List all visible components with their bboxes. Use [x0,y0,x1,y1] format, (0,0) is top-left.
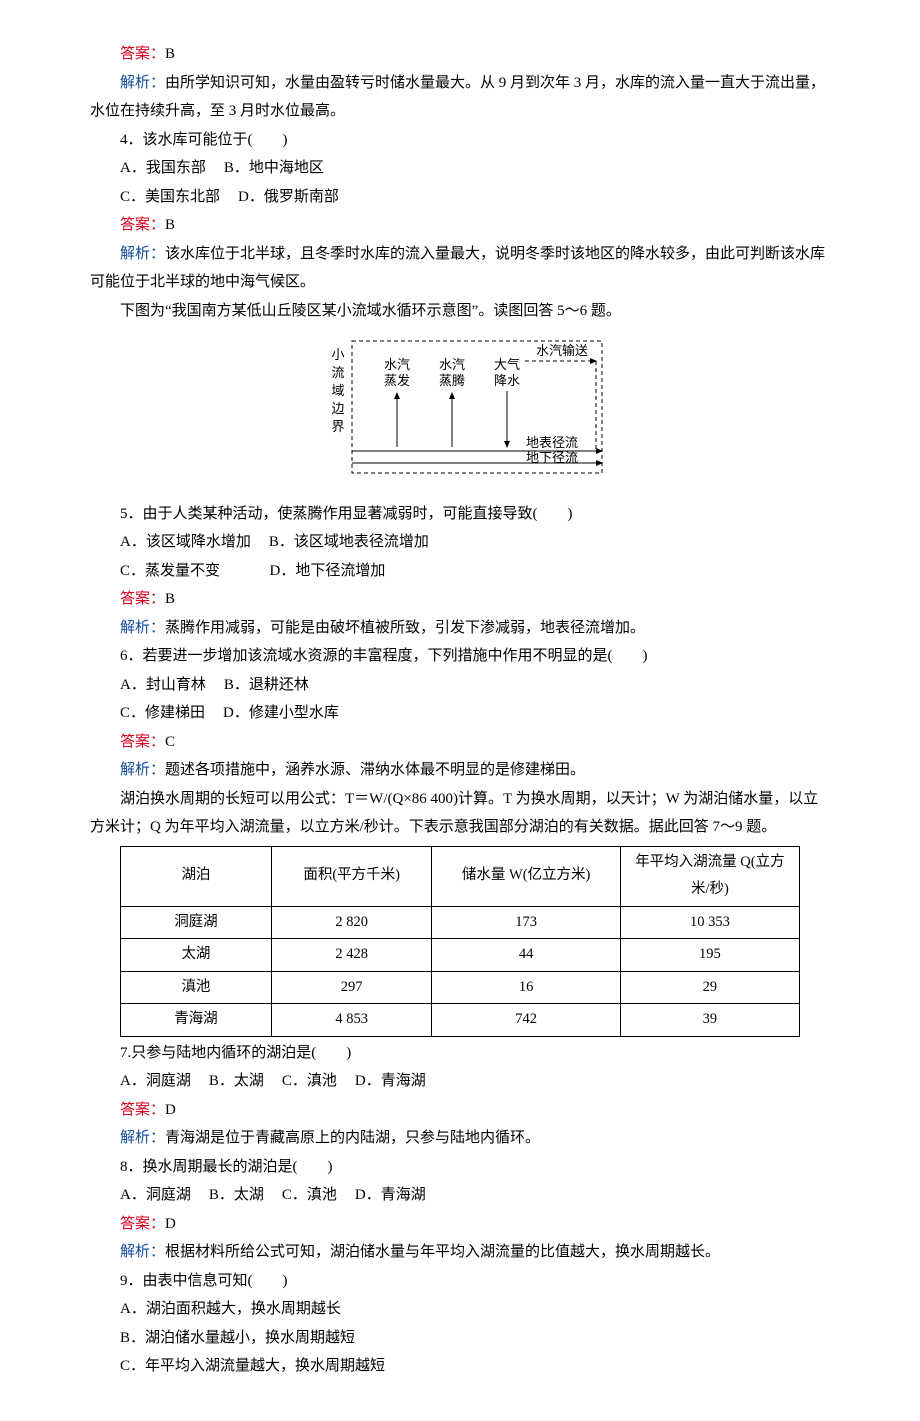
answer-label: 答案： [120,46,165,62]
svg-text:域: 域 [331,383,344,398]
svg-text:地表径流: 地表径流 [526,435,578,450]
table-header: 储水量 W(亿立方米) [432,846,620,906]
q7-stem: 7.只参与陆地内循环的湖泊是( ) [90,1039,830,1068]
svg-text:流: 流 [331,365,344,380]
answer-text: B [165,46,175,62]
q6-explanation: 解析：题述各项措施中，涵养水源、滞纳水体最不明显的是修建梯田。 [90,756,830,785]
q7-answer: 答案：D [90,1096,830,1125]
svg-text:水汽输送: 水汽输送 [536,343,588,358]
svg-text:蒸发: 蒸发 [384,373,410,388]
q5-choices-ab: A．该区域降水增加B．该区域地表径流增加 [90,528,830,557]
svg-text:地下径流: 地下径流 [526,450,578,465]
q5-choices-cd: C．蒸发量不变D．地下径流增加 [90,557,830,586]
lead-79: 湖泊换水周期的长短可以用公式：T＝W/(Q×86 400)计算。T 为换水周期，… [90,785,830,842]
lead-56: 下图为“我国南方某低山丘陵区某小流域水循环示意图”。读图回答 5～6 题。 [90,297,830,326]
q3-answer: 答案：B [90,40,830,69]
q8-choices: A．洞庭湖B．太湖C．滇池D．青海湖 [90,1181,830,1210]
table-row: 滇池2971629 [121,971,800,1004]
svg-text:水汽: 水汽 [439,357,465,372]
q5-explanation: 解析：蒸腾作用减弱，可能是由破坏植被所致，引发下渗减弱，地表径流增加。 [90,614,830,643]
q5-answer: 答案：B [90,585,830,614]
q8-explanation: 解析：根据材料所给公式可知，湖泊储水量与年平均入湖流量的比值越大，换水周期越长。 [90,1238,830,1267]
q7-explanation: 解析：青海湖是位于青藏高原上的内陆湖，只参与陆地内循环。 [90,1124,830,1153]
q7-choices: A．洞庭湖B．太湖C．滇池D．青海湖 [90,1067,830,1096]
svg-text:蒸腾: 蒸腾 [439,373,465,388]
q5-stem: 5．由于人类某种活动，使蒸腾作用显著减弱时，可能直接导致( ) [90,500,830,529]
water-cycle-diagram: 小流域边界水汽蒸发水汽蒸腾大气降水水汽输送地表径流地下径流 [90,331,830,492]
table-row: 洞庭湖2 82017310 353 [121,906,800,939]
exp-text: 由所学知识可知，水量由盈转亏时储水量最大。从 9 月到次年 3 月，水库的流入量… [90,75,825,120]
svg-text:边: 边 [331,401,344,416]
svg-text:降水: 降水 [494,373,520,388]
table-header: 年平均入湖流量 Q(立方米/秒) [620,846,799,906]
diagram-svg: 小流域边界水汽蒸发水汽蒸腾大气降水水汽输送地表径流地下径流 [310,331,610,481]
q6-choices-cd: C．修建梯田D．修建小型水库 [90,699,830,728]
table-header: 面积(平方千米) [271,846,432,906]
table-row: 青海湖4 85374239 [121,1004,800,1037]
q9-choice-b: B．湖泊储水量越小，换水周期越短 [90,1324,830,1353]
q8-stem: 8．换水周期最长的湖泊是( ) [90,1153,830,1182]
exp-label: 解析： [120,75,165,91]
q8-answer: 答案：D [90,1210,830,1239]
lake-table: 湖泊面积(平方千米)储水量 W(亿立方米)年平均入湖流量 Q(立方米/秒)洞庭湖… [120,846,800,1037]
q4-choices-cd: C．美国东北部D．俄罗斯南部 [90,183,830,212]
svg-text:大气: 大气 [494,357,520,372]
q6-stem: 6．若要进一步增加该流域水资源的丰富程度，下列措施中作用不明显的是( ) [90,642,830,671]
svg-text:小: 小 [331,347,344,362]
q4-explanation: 解析：该水库位于北半球，且冬季时水库的流入量最大，说明冬季时该地区的降水较多，由… [90,240,830,297]
q3-explanation: 解析：由所学知识可知，水量由盈转亏时储水量最大。从 9 月到次年 3 月，水库的… [90,69,830,126]
q9-choice-c: C．年平均入湖流量越大，换水周期越短 [90,1352,830,1381]
q4-choices-ab: A．我国东部B．地中海地区 [90,154,830,183]
q4-stem: 4．该水库可能位于( ) [90,126,830,155]
svg-text:界: 界 [331,419,344,434]
table-row: 太湖2 42844195 [121,939,800,972]
q6-answer: 答案：C [90,728,830,757]
q9-stem: 9．由表中信息可知( ) [90,1267,830,1296]
table-header: 湖泊 [121,846,272,906]
q6-choices-ab: A．封山育林B．退耕还林 [90,671,830,700]
q9-choice-a: A．湖泊面积越大，换水周期越长 [90,1295,830,1324]
q4-answer: 答案：B [90,211,830,240]
svg-text:水汽: 水汽 [384,357,410,372]
